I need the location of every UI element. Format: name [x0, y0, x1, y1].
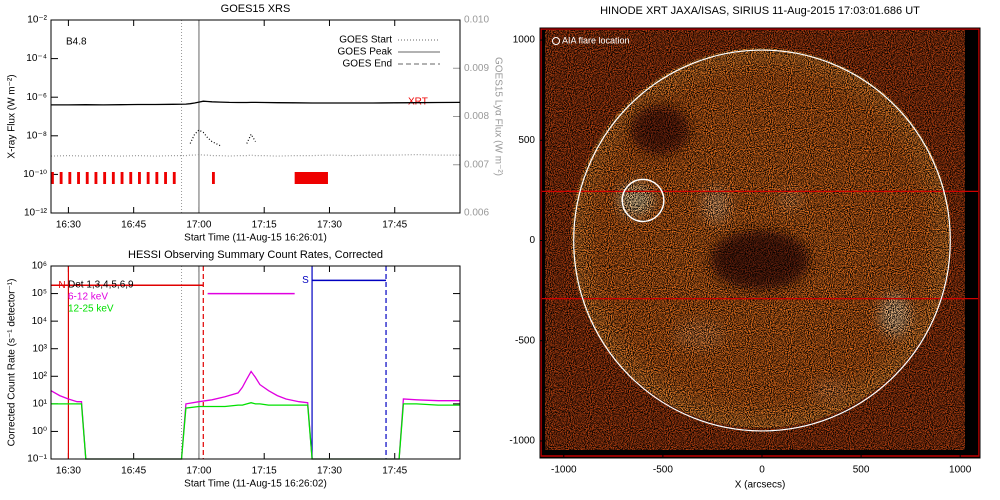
legend-label: 6-12 keV	[68, 292, 108, 303]
xrt-observation	[172, 172, 176, 184]
x-tick-label: 16:45	[121, 220, 146, 231]
solar-limb	[573, 49, 951, 432]
y-tick-label: 10⁻²	[27, 15, 47, 26]
interval-label: S	[302, 275, 309, 286]
series-line	[51, 402, 460, 460]
chart-title: HESSI Observing Summary Count Rates, Cor…	[128, 249, 383, 261]
legend-label: GOES End	[343, 59, 392, 70]
y-tick-label: 500	[518, 135, 535, 146]
y-tick-label: 10⁵	[32, 288, 47, 299]
xrt-observation	[68, 172, 72, 184]
x-tick-label: 17:30	[317, 466, 342, 477]
flare-circle	[621, 178, 665, 223]
xrt-observation	[59, 172, 63, 184]
xrt-observation	[138, 172, 141, 184]
y-tick-label: 10⁻¹⁰	[23, 169, 47, 180]
x-tick-label: 16:30	[56, 220, 81, 231]
y-tick-label: 10⁶	[32, 261, 47, 272]
x-tick-label: 17:15	[252, 466, 277, 477]
y-tick-label: 10⁴	[32, 316, 47, 327]
xrt-observation	[120, 172, 124, 184]
legend-circle	[552, 37, 560, 45]
y-tick-label: 10⁻⁴	[26, 53, 47, 64]
x-tick-label: 500	[853, 465, 870, 476]
legend-title: Det 1,3,4,5,6,9	[68, 280, 134, 291]
interval-label: N	[58, 280, 65, 291]
plot-frame	[50, 19, 461, 214]
legend-label: GOES Start	[339, 35, 392, 46]
xrt-observation	[111, 172, 115, 184]
x-tick-label: -500	[653, 465, 673, 476]
series-line	[50, 153, 460, 157]
x-tick-label: 17:45	[382, 466, 407, 477]
xrt-observation	[155, 172, 159, 184]
y2-tick-label: 0.010	[464, 15, 489, 26]
y-tick-label: 10⁻¹²	[24, 208, 48, 219]
xrt-observation	[103, 172, 107, 184]
xrt-observation	[146, 172, 150, 184]
x-tick-label: 17:30	[317, 220, 342, 231]
y-tick-label: 10²	[33, 371, 48, 382]
legend-label: GOES Peak	[338, 47, 393, 58]
xrt-observation	[211, 172, 215, 184]
image-noise	[545, 30, 965, 450]
x-tick-label: -1000	[551, 465, 577, 476]
image-border	[540, 28, 980, 457]
y-tick-label: -500	[515, 335, 535, 346]
y-tick-label: 10⁻⁶	[26, 92, 47, 103]
solar-image	[540, 28, 980, 458]
x-axis-label: Start Time (11-Aug-15 16:26:01)	[184, 233, 327, 244]
y-axis-label: X-ray Flux (W m⁻²)	[7, 74, 18, 158]
x-tick-label: 17:45	[382, 220, 407, 231]
y-tick-label: 10⁻⁸	[26, 130, 47, 141]
series-line	[50, 370, 460, 460]
xrt-observation	[94, 172, 98, 184]
xrt-observation	[77, 172, 80, 184]
y-tick-label: 10⁰	[32, 426, 47, 437]
legend-label: 12-25 keV	[68, 304, 114, 315]
y2-tick-label: 0.008	[464, 111, 489, 122]
y-tick-label: 0	[529, 235, 535, 246]
y-tick-label: 10³	[33, 343, 48, 354]
x-tick-label: 16:45	[121, 466, 146, 477]
xrt-observation	[85, 172, 89, 184]
plot-frame	[50, 265, 461, 460]
annotation: AIA flare location	[562, 35, 630, 45]
xrt-observation	[294, 172, 328, 184]
x-tick-label: 1000	[949, 465, 972, 476]
y-axis-label: Corrected Count Rate (s⁻¹ detector⁻¹)	[7, 279, 18, 447]
chart-title: HINODE XRT JAXA/ISAS, SIRIUS 11-Aug-2015…	[600, 5, 920, 17]
x-tick-label: 16:30	[56, 466, 81, 477]
chart-title: GOES15 XRS	[221, 3, 291, 15]
xrt-observation	[51, 172, 54, 184]
annotation: B4.8	[66, 37, 87, 48]
series-line	[189, 129, 257, 147]
series-line	[51, 100, 461, 106]
y2-axis-label: GOES15 Lyα Flux (W m⁻²)	[492, 57, 503, 176]
x-tick-label: 17:00	[186, 220, 211, 231]
y2-tick-label: 0.009	[464, 63, 489, 74]
x-tick-label: 17:00	[186, 466, 211, 477]
y-tick-label: 1000	[513, 35, 536, 46]
xrt-observation	[129, 172, 133, 184]
xrt-observation	[164, 172, 167, 184]
x-tick-label: 0	[759, 465, 765, 476]
x-axis-label: X (arcsecs)	[735, 480, 786, 491]
y-tick-label: -1000	[509, 436, 535, 447]
x-tick-label: 17:15	[252, 220, 277, 231]
plot-frame	[539, 27, 981, 459]
y-tick-label: 10⁻¹	[27, 454, 47, 465]
x-axis-label: Start Time (11-Aug-15 16:26:02)	[184, 479, 327, 490]
y-tick-label: 10¹	[33, 398, 48, 409]
y2-tick-label: 0.007	[464, 159, 489, 170]
y2-tick-label: 0.006	[464, 208, 489, 219]
